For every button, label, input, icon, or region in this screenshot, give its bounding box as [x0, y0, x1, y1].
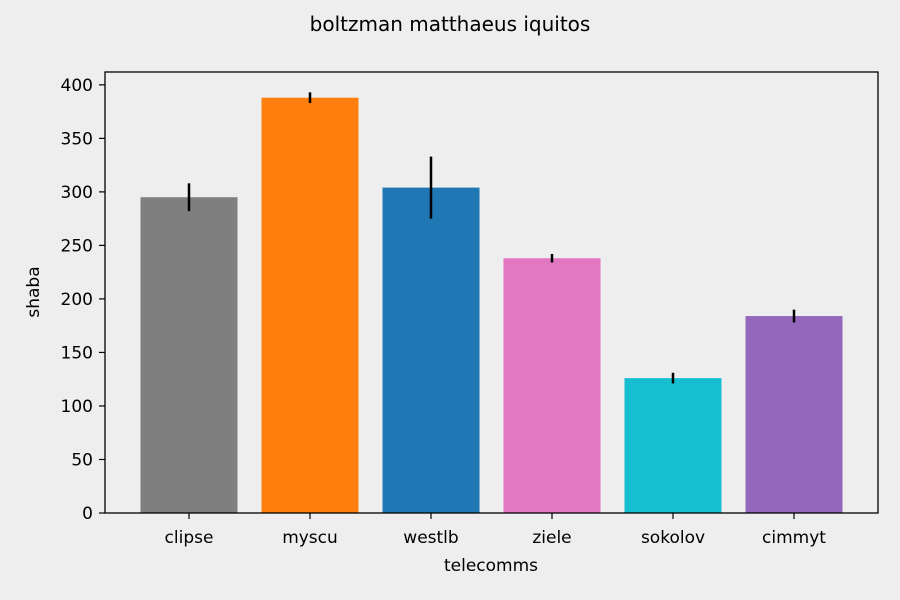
y-tick-label: 0	[82, 504, 93, 524]
plot-frame	[104, 71, 879, 514]
bar-westlb	[382, 187, 480, 514]
chart-title: boltzman matthaeus iquitos	[310, 12, 591, 36]
bar-ziele	[503, 258, 601, 513]
plot-area	[104, 71, 879, 514]
y-tick-label: 150	[61, 343, 93, 363]
y-tick-label: 400	[61, 76, 93, 96]
bar-sokolov	[624, 378, 722, 513]
x-axis: clipse myscu westlb ziele sokolov cimmyt	[165, 513, 826, 548]
bar-clipse	[140, 197, 238, 513]
bar-myscu	[261, 97, 359, 513]
y-axis-title: shaba	[24, 266, 44, 317]
y-tick-label: 50	[71, 450, 93, 470]
y-axis: 0 50 100 150 200 250 300 350 400	[61, 76, 105, 524]
y-tick-label: 250	[61, 236, 93, 256]
x-tick-label: clipse	[165, 528, 214, 548]
bars-group	[140, 97, 843, 514]
error-bars-group	[187, 92, 796, 384]
x-axis-title: telecomms	[444, 556, 538, 576]
y-tick-label: 300	[61, 183, 93, 203]
y-tick-label: 200	[61, 290, 93, 310]
x-tick-label: cimmyt	[762, 528, 826, 548]
y-tick-label: 350	[61, 129, 93, 149]
x-tick-label: ziele	[532, 528, 571, 548]
y-tick-label: 100	[61, 397, 93, 417]
x-tick-label: westlb	[403, 528, 458, 548]
x-tick-label: sokolov	[641, 528, 705, 548]
bar-cimmyt	[745, 316, 843, 513]
x-tick-label: myscu	[282, 528, 338, 548]
